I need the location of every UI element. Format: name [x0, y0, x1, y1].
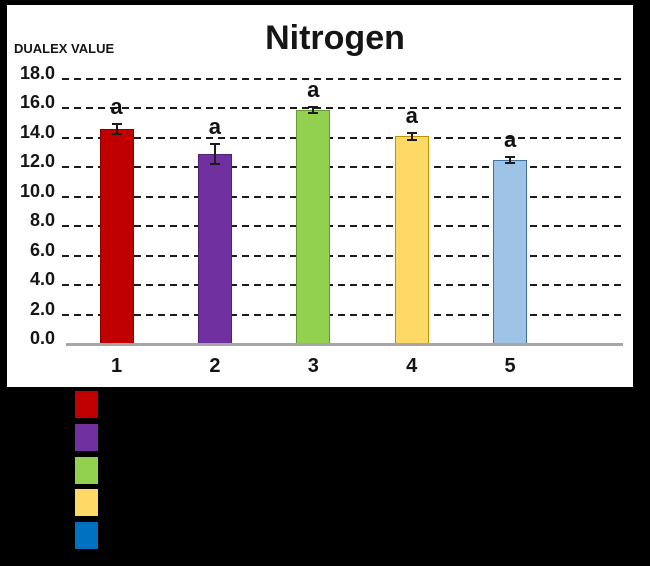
gridline-8 [62, 225, 623, 228]
y-axis-tick-label: 12.0 [19, 151, 55, 172]
error-bar-cap-top [111, 123, 122, 126]
error-bar-cap-bottom [111, 132, 122, 135]
bar-category-5 [493, 159, 528, 345]
error-bar-line [509, 155, 512, 165]
y-axis-tick-label: 8.0 [29, 210, 55, 231]
bar-category-4 [394, 136, 429, 345]
error-bar-cap-bottom [308, 112, 319, 115]
y-axis-tick-label: 0.0 [29, 328, 55, 348]
x-axis-tick-label: 4 [406, 355, 418, 377]
error-bar-cap-top [308, 105, 319, 108]
legend-swatch-blue [75, 522, 98, 550]
significance-label: a [307, 76, 320, 102]
error-bar-cap-bottom [505, 162, 516, 165]
x-axis-line [66, 343, 623, 346]
x-axis-tick-label: 1 [110, 355, 123, 377]
error-bar-line [115, 123, 118, 135]
significance-label: a [405, 103, 418, 128]
gridline-2 [62, 313, 623, 316]
y-axis-title: DUALEX VALUE [14, 41, 115, 56]
gridline-6 [62, 254, 623, 257]
y-axis-tick-label: 16.0 [19, 92, 55, 113]
chart-panel: Nitrogen DUALEX VALUE 0.0 2.0 4.0 6.0 8.0 10.… [7, 5, 633, 387]
y-axis-tick-label: 10.0 [19, 180, 55, 201]
y-axis-tick-label: 14.0 [19, 121, 55, 142]
error-bar-cap-top [505, 155, 516, 158]
y-axis-tick-label: 4.0 [29, 269, 55, 290]
gridline-4 [62, 284, 623, 287]
error-bar-cap-top [209, 143, 220, 146]
error-bar-line [312, 105, 315, 115]
chart-title: Nitrogen [265, 19, 405, 57]
error-bar-cap-bottom [406, 138, 417, 141]
error-bar-line [213, 143, 216, 166]
significance-label: a [110, 94, 123, 120]
gridline-12 [62, 166, 623, 169]
gridline-14 [62, 136, 623, 139]
legend-swatch-yellow [75, 489, 98, 517]
significance-label: a [208, 114, 222, 140]
legend-swatch-purple [75, 423, 98, 451]
x-axis-tick-label: 2 [209, 355, 221, 377]
x-axis-tick-label: 3 [307, 355, 319, 377]
gridline-16 [62, 107, 623, 110]
gridline-10 [62, 195, 623, 198]
error-bar-line [410, 132, 413, 141]
y-axis-tick-label: 2.0 [29, 298, 55, 319]
y-axis-tick-label: 18.0 [19, 63, 55, 83]
bar-category-3 [296, 109, 331, 345]
error-bar-cap-top [406, 132, 417, 134]
significance-label: a [503, 126, 517, 152]
legend-swatch-green [75, 456, 98, 484]
bar-category-1 [99, 129, 134, 345]
legend-swatch-red [75, 391, 98, 418]
x-axis-tick-label: 5 [504, 355, 516, 377]
y-axis-tick-label: 6.0 [29, 239, 55, 260]
bar-category-2 [197, 154, 232, 345]
gridline-18 [62, 78, 623, 80]
error-bar-cap-bottom [209, 163, 220, 166]
